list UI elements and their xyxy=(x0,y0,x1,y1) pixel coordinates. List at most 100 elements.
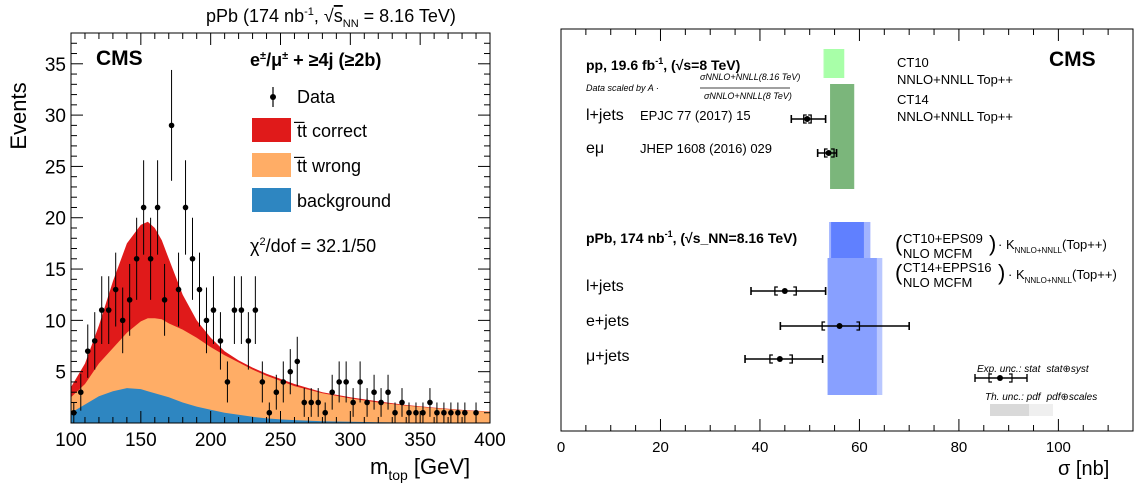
data-point-marker xyxy=(413,409,419,416)
pp-theory-ct14-label: CT14 xyxy=(897,92,929,107)
data-point-marker xyxy=(245,338,252,344)
exp-unc-label: Exp. unc.: stat stat⊕syst xyxy=(977,364,1090,375)
ppb-measurement xyxy=(744,354,824,364)
th-unc-pdf-swatch xyxy=(990,404,1029,416)
pp-emu-ref: JHEP 1608 (2016) 029 xyxy=(640,141,772,156)
pp-header: pp, 19.6 fb-1, (√s=8 TeV) xyxy=(586,56,740,73)
data-point-marker xyxy=(406,409,412,416)
left-x-tick-label: 200 xyxy=(195,430,227,451)
data-point xyxy=(378,388,384,417)
left-x-tick-label: 400 xyxy=(474,430,506,451)
data-point-marker xyxy=(91,338,98,344)
data-point xyxy=(371,374,377,410)
data-point xyxy=(336,361,342,403)
data-point-marker xyxy=(280,379,287,385)
data-point xyxy=(98,276,105,344)
data-point xyxy=(399,388,405,417)
right-axes: 0 20 40 60 80 100 xyxy=(557,29,1134,456)
ppb-measurement xyxy=(779,321,910,331)
ppb-theory-1-line1: CT10+EPS09 xyxy=(903,231,983,246)
legend-correct-swatch xyxy=(252,118,291,142)
data-point-marker xyxy=(238,307,245,313)
pp-ljets-ref: EPJC 77 (2017) 15 xyxy=(640,108,751,123)
data-point xyxy=(217,312,224,370)
data-point-marker xyxy=(392,409,398,416)
data-point xyxy=(112,252,119,327)
scaling-numerator: σNNLO+NNLL(8.16 TeV) xyxy=(700,72,800,82)
data-point xyxy=(252,276,259,344)
data-point-marker xyxy=(203,317,210,324)
ppb-mujets-label: μ+jets xyxy=(586,348,629,365)
data-point-marker xyxy=(119,317,126,324)
data-point xyxy=(224,361,231,403)
ppb-theory-2-k: · KNNLO+NNLL(Top++) xyxy=(1008,267,1117,285)
pp-scaling-formula: Data scaled by A · σNNLO+NNLL(8.16 TeV) … xyxy=(586,72,800,101)
data-point xyxy=(91,312,98,370)
left-x-tick-label: 100 xyxy=(55,430,87,451)
data-point xyxy=(357,361,363,403)
data-point xyxy=(413,402,419,423)
data-point xyxy=(189,217,196,300)
legend-correct-label: t̅t correct xyxy=(293,121,367,141)
th-unc-label: Th. unc.: pdf pdf⊕scales xyxy=(985,392,1097,403)
data-point xyxy=(343,361,349,403)
data-point-marker xyxy=(427,399,433,406)
data-point xyxy=(441,402,447,423)
data-point-marker xyxy=(175,286,182,293)
left-chi2-label: χ2/dof = 32.1/50 xyxy=(250,236,376,256)
left-y-tick-label: 20 xyxy=(45,209,66,230)
pp-theory-ct10-sub: NNLO+NNLL Top++ xyxy=(897,72,1013,87)
right-x-tick-label: 20 xyxy=(652,439,669,456)
ppb-theory-label-2: ( CT14+EPPS16 NLO MCFM ) · KNNLO+NNLL(To… xyxy=(895,260,1117,290)
data-point xyxy=(273,374,280,410)
area-wrong xyxy=(71,318,490,423)
data-point xyxy=(168,69,175,181)
data-point-marker xyxy=(105,307,112,313)
data-point xyxy=(105,276,112,344)
data-point xyxy=(287,349,294,395)
data-point-marker xyxy=(133,255,140,262)
data-point-marker xyxy=(161,297,168,303)
legend-data-label: Data xyxy=(297,87,336,107)
legend-wrong-swatch xyxy=(252,153,291,177)
right-x-tick-label: 100 xyxy=(1046,439,1071,456)
legend-background-swatch xyxy=(252,188,291,212)
data-point-marker xyxy=(224,379,231,385)
data-point-marker xyxy=(147,255,154,262)
data-point-marker xyxy=(315,399,322,406)
data-point xyxy=(462,402,468,423)
left-y-tick-label: 15 xyxy=(45,260,66,281)
data-point xyxy=(427,388,433,417)
right-panel: 0 20 40 60 80 100 CMS pp, 19.6 fb-1, (√s=8 Te… xyxy=(557,28,1134,480)
data-point xyxy=(294,336,301,387)
pp-theory-ct14-sub: NNLO+NNLL Top++ xyxy=(897,109,1013,124)
data-point-marker xyxy=(273,389,280,396)
data-point xyxy=(77,373,84,411)
data-point xyxy=(210,276,217,344)
left-x-tick-label: 150 xyxy=(125,430,157,451)
data-point-marker xyxy=(210,307,217,313)
ppb-theory-1-line2: NLO MCFM xyxy=(903,246,972,261)
left-x-tick-label: 250 xyxy=(265,430,297,451)
svg-text:(: ( xyxy=(895,231,903,256)
svg-text:(: ( xyxy=(895,260,903,285)
data-point xyxy=(126,263,133,336)
ppb-theory-label-1: ( CT10+EPS09 NLO MCFM ) · KNNLO+NNLL(Top… xyxy=(895,231,1107,261)
data-point-marker xyxy=(301,399,308,406)
data-point xyxy=(196,252,203,327)
data-point xyxy=(406,402,412,423)
left-x-axis-label: mtop [GeV] xyxy=(370,454,470,483)
data-point-marker xyxy=(252,307,259,313)
data-point-marker xyxy=(308,399,315,406)
ppb-theory-2-line2: NLO MCFM xyxy=(903,275,972,290)
data-point-marker xyxy=(168,122,175,129)
svg-text:): ) xyxy=(989,231,996,256)
pp-measurement xyxy=(816,148,838,158)
data-point xyxy=(266,402,273,423)
left-y-tick-label: 10 xyxy=(45,311,66,332)
right-theory-bands xyxy=(823,49,883,395)
data-point xyxy=(147,217,154,300)
left-axes: 100 150 200 250 300 350 400 5 10 15 20 25 30 35 xyxy=(45,33,506,451)
pp-theory-ct10-label: CT10 xyxy=(897,55,929,70)
